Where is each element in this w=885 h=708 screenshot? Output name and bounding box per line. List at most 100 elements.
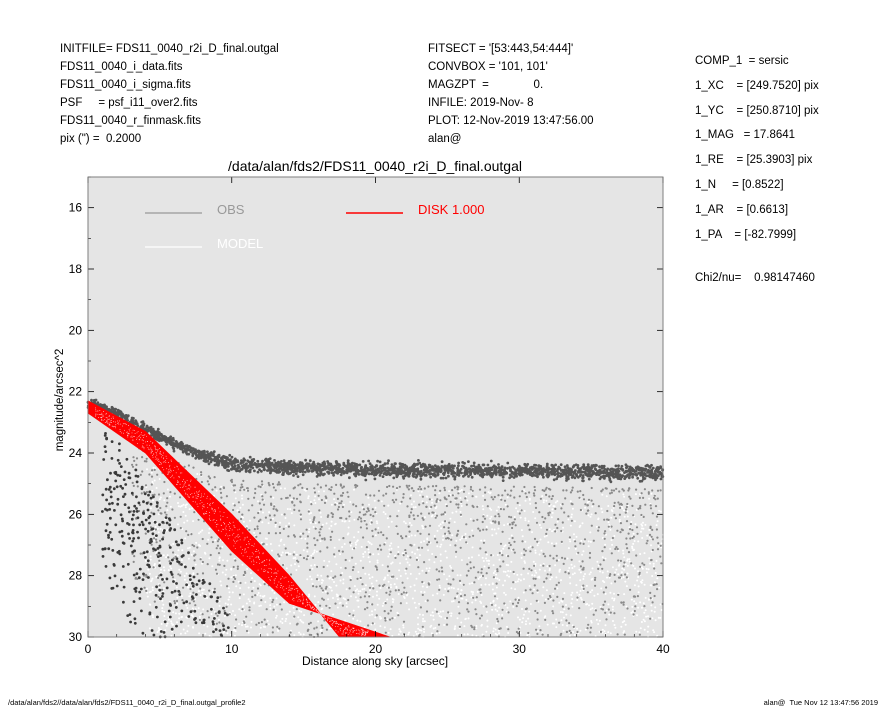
obs-point (576, 599, 579, 601)
obs-point (179, 574, 182, 577)
obs-point (466, 608, 469, 611)
obs-point (223, 564, 226, 568)
obs-point (300, 610, 303, 613)
obs-point (389, 515, 392, 518)
obs-point (547, 541, 550, 544)
obs-point (300, 620, 303, 623)
obs-point (365, 527, 368, 530)
obs-point (295, 553, 298, 556)
obs-point (309, 518, 311, 521)
obs-point (368, 542, 371, 544)
obs-point (241, 494, 243, 497)
obs-point (376, 559, 379, 562)
obs-point (293, 464, 296, 468)
obs-point (463, 461, 466, 465)
obs-point (276, 483, 279, 486)
obs-point (475, 613, 478, 616)
obs-point (649, 525, 652, 528)
obs-point (581, 568, 584, 571)
obs-point (439, 599, 442, 602)
obs-point (587, 623, 590, 626)
obs-point (189, 587, 192, 591)
obs-point (188, 445, 191, 448)
obs-point (563, 592, 566, 595)
obs-point (180, 616, 183, 619)
obs-point (155, 487, 158, 489)
obs-point (550, 542, 553, 545)
obs-point (172, 611, 175, 614)
obs-point (423, 591, 426, 594)
obs-point (584, 503, 587, 506)
obs-point (610, 582, 613, 585)
obs-point (407, 633, 410, 636)
obs-point (625, 505, 629, 509)
obs-point (423, 540, 426, 543)
obs-point (324, 484, 328, 487)
obs-point (649, 591, 652, 595)
obs-point (398, 485, 401, 488)
obs-point (201, 537, 204, 541)
obs-point (150, 483, 153, 486)
obs-point (445, 504, 448, 508)
obs-point (160, 568, 162, 571)
obs-point (496, 577, 499, 580)
obs-point (352, 591, 355, 594)
obs-point (486, 463, 490, 467)
obs-point (548, 505, 551, 508)
obs-point (145, 490, 148, 494)
obs-point (131, 463, 134, 466)
obs-point (397, 614, 400, 617)
obs-point (224, 602, 227, 605)
obs-point (504, 593, 507, 596)
obs-point (504, 570, 507, 573)
obs-point (570, 516, 573, 519)
obs-point (413, 462, 416, 466)
obs-point (150, 543, 153, 546)
obs-point (432, 511, 435, 514)
obs-point (534, 609, 537, 613)
obs-point (437, 500, 440, 503)
obs-point (276, 625, 279, 629)
obs-point (470, 475, 474, 479)
obs-point (352, 617, 355, 620)
obs-point (470, 590, 473, 593)
obs-point (403, 597, 406, 599)
obs-point (234, 626, 237, 630)
obs-point (524, 608, 528, 611)
obs-point (244, 462, 248, 466)
obs-point (293, 535, 296, 538)
obs-point (483, 517, 487, 520)
obs-point (501, 479, 505, 482)
obs-point (308, 593, 311, 596)
obs-point (388, 618, 392, 621)
obs-point (610, 516, 613, 519)
obs-point (288, 522, 291, 525)
obs-point (432, 627, 435, 630)
obs-point (198, 544, 200, 546)
obs-point (656, 588, 659, 591)
obs-point (156, 631, 159, 634)
obs-point (623, 509, 625, 512)
obs-point (659, 489, 662, 492)
obs-point (310, 512, 312, 514)
obs-point (273, 459, 276, 462)
obs-point (432, 472, 436, 476)
obs-point (457, 605, 460, 608)
obs-point (516, 501, 519, 505)
obs-point (325, 604, 328, 607)
obs-point (480, 602, 483, 604)
obs-point (267, 481, 270, 485)
obs-point (206, 625, 209, 628)
obs-point (337, 505, 340, 509)
obs-point (278, 470, 282, 473)
obs-point (555, 618, 558, 621)
obs-point (260, 480, 264, 483)
obs-point (634, 493, 637, 496)
obs-point (150, 475, 154, 478)
obs-point (419, 532, 422, 535)
obs-point (467, 569, 470, 573)
obs-point (227, 587, 230, 590)
obs-point (143, 460, 146, 463)
obs-point (361, 503, 364, 506)
obs-point (387, 612, 390, 615)
